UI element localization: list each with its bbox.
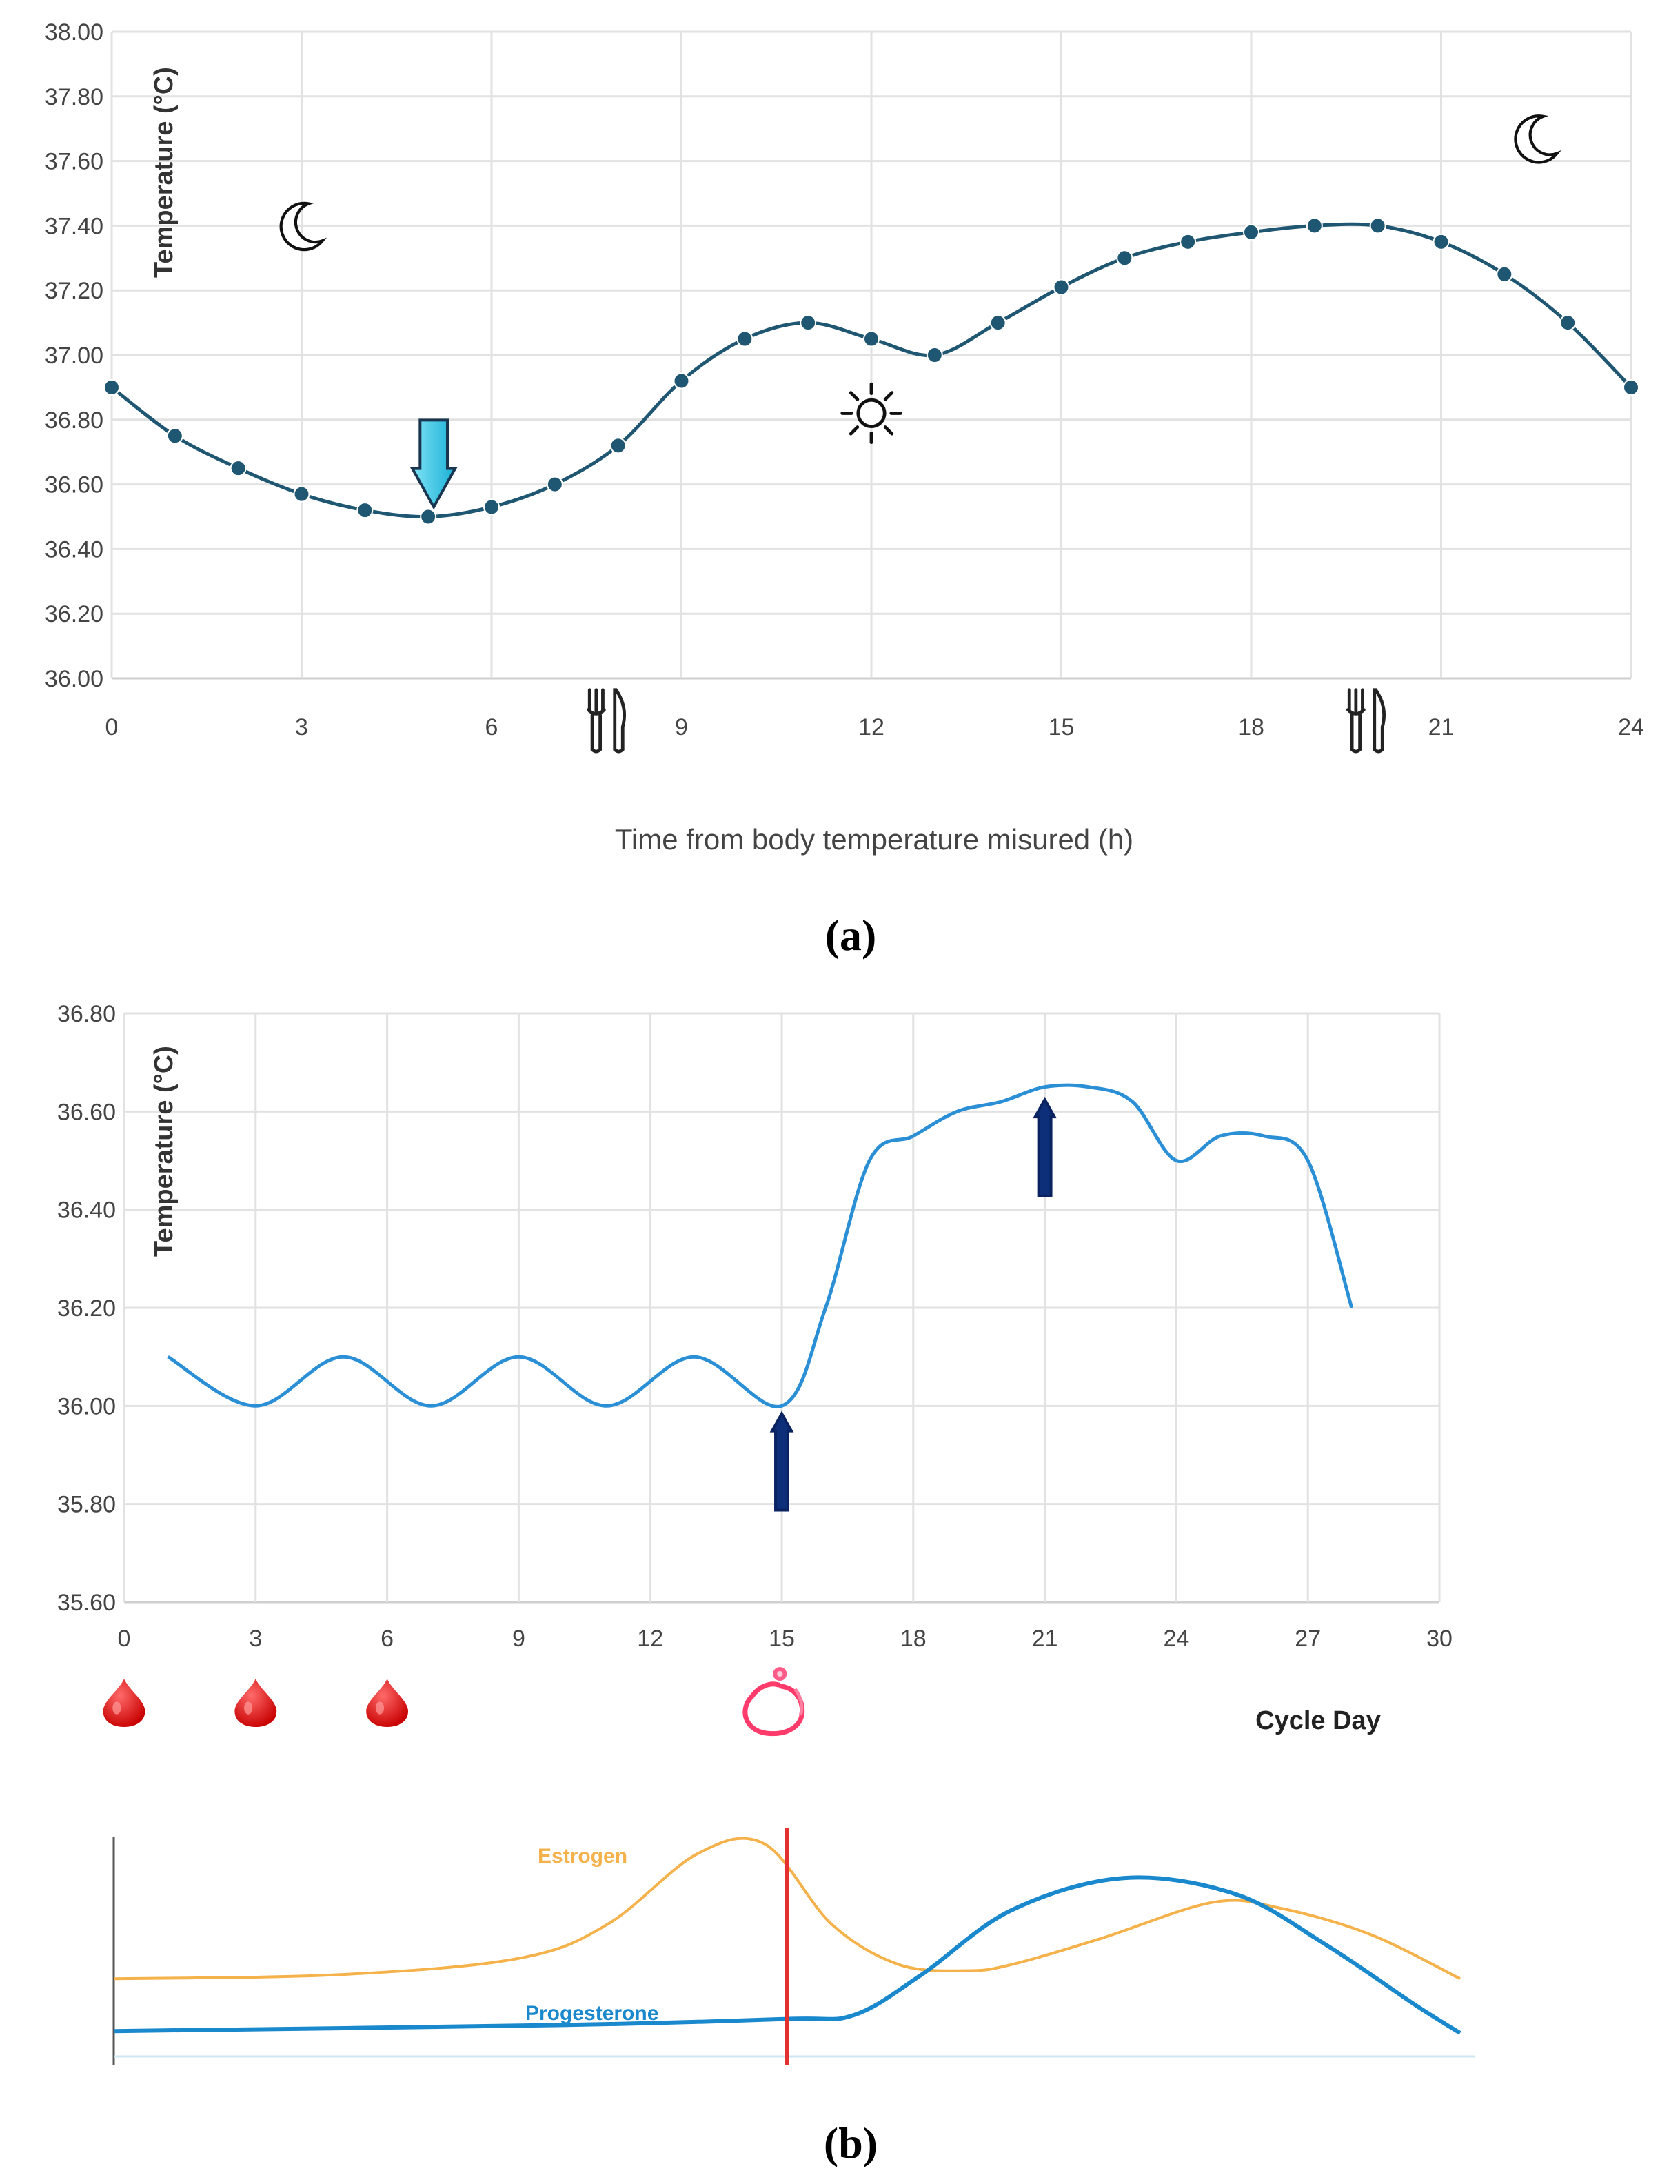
- x-tick-label: 0: [105, 714, 119, 740]
- x-tick-label: 3: [295, 714, 308, 740]
- chart-b-grid: [123, 1012, 1441, 1604]
- progesterone-line: [113, 1875, 1461, 2035]
- y-tick-label: 36.40: [57, 1197, 116, 1224]
- x-tick-label: 18: [1238, 714, 1264, 740]
- chart-a-y-ticks: 36.00 36.20 36.40 36.60 36.80 37.00 37.20 37.40…: [45, 19, 103, 692]
- x-tick-label: 0: [118, 1626, 131, 1652]
- blood-drop-icon: [234, 1679, 277, 1727]
- y-tick-label: 37.20: [45, 278, 103, 304]
- estrogen-label: Estrogen: [538, 1845, 627, 1868]
- chart-a-annotations: [281, 116, 1557, 751]
- data-point: [356, 502, 374, 519]
- y-tick-label: 36.20: [45, 601, 103, 627]
- data-point: [103, 378, 120, 396]
- data-point: [1306, 217, 1323, 234]
- blood-drop-icon: [103, 1679, 145, 1727]
- x-tick-label: 18: [900, 1626, 927, 1652]
- x-tick-label: 15: [769, 1626, 795, 1652]
- data-point: [546, 476, 563, 493]
- down-arrow-icon: [409, 418, 458, 510]
- chart-b: 35.60 35.80 36.00 36.20 36.40 36.60 36.80 0 3 6 9…: [57, 1001, 1453, 1735]
- y-tick-label: 36.60: [57, 1099, 116, 1125]
- chart-a-x-axis-title: Time from body temperature misured (h): [615, 823, 1133, 856]
- data-point: [800, 314, 817, 332]
- chart-a-x-ticks: 0 3 6 9 12 15 18 21 24: [105, 714, 1644, 740]
- x-tick-label: 6: [381, 1626, 394, 1652]
- x-tick-label: 15: [1049, 714, 1075, 740]
- y-tick-label: 35.60: [57, 1590, 116, 1616]
- y-tick-label: 38.00: [45, 19, 103, 46]
- x-tick-label: 12: [637, 1626, 663, 1652]
- y-tick-label: 37.40: [45, 213, 103, 239]
- y-tick-label: 35.80: [57, 1492, 116, 1518]
- data-point: [1623, 378, 1639, 396]
- y-tick-label: 36.40: [45, 536, 103, 563]
- y-tick-label: 36.80: [45, 407, 103, 434]
- panel-label-a: (a): [825, 911, 877, 960]
- ovulation-egg-icon: [745, 1667, 802, 1734]
- data-point: [1433, 233, 1450, 250]
- x-tick-label: 9: [512, 1626, 525, 1652]
- x-tick-label: 27: [1295, 1626, 1321, 1652]
- data-point: [673, 372, 690, 390]
- data-point: [863, 330, 880, 347]
- y-tick-label: 36.00: [57, 1393, 116, 1419]
- y-tick-label: 36.20: [57, 1295, 116, 1322]
- y-tick-label: 36.00: [45, 666, 103, 692]
- x-tick-label: 21: [1032, 1626, 1058, 1652]
- chart-hormones: Estrogen Progesterone (b): [112, 1828, 1475, 2167]
- data-point: [230, 460, 247, 477]
- y-tick-label: 37.00: [45, 343, 103, 369]
- blood-drop-icon: [366, 1679, 408, 1727]
- sun-icon: [842, 384, 900, 442]
- data-point: [1369, 217, 1386, 234]
- data-point: [736, 330, 753, 347]
- chart-a-points: [103, 217, 1639, 525]
- chart-b-x-axis-title: Cycle Day: [1255, 1706, 1381, 1735]
- x-tick-label: 3: [249, 1626, 262, 1652]
- data-point: [1180, 233, 1197, 250]
- panel-label-b: (b): [824, 2119, 878, 2167]
- y-tick-label: 36.60: [45, 472, 103, 498]
- data-point: [293, 485, 310, 503]
- x-tick-label: 9: [675, 714, 688, 740]
- chart-b-y-ticks: 35.60 35.80 36.00 36.20 36.40 36.60 36.80: [57, 1001, 116, 1616]
- data-point: [166, 427, 183, 445]
- x-tick-label: 21: [1428, 714, 1455, 740]
- x-tick-label: 30: [1426, 1626, 1453, 1652]
- chart-b-y-axis-title: Temperature (°C): [150, 1046, 179, 1257]
- data-point: [609, 437, 627, 454]
- fork-knife-icon: [1348, 690, 1384, 751]
- moon-icon: [1515, 116, 1557, 162]
- data-point: [483, 498, 500, 516]
- data-point: [1053, 279, 1070, 296]
- data-point: [1243, 223, 1259, 241]
- up-arrow-icon: [769, 1410, 794, 1512]
- y-tick-label: 36.80: [57, 1001, 116, 1027]
- progesterone-label: Progesterone: [525, 2002, 658, 2025]
- data-point: [926, 347, 943, 363]
- chart-a-y-axis-title: Temperature (°C): [150, 67, 179, 278]
- up-arrow-icon: [1033, 1096, 1057, 1197]
- chart-b-x-ticks: 0 3 6 9 12 15 18 21 24 27 30: [118, 1626, 1453, 1652]
- fork-knife-icon: [588, 690, 624, 751]
- x-tick-label: 24: [1618, 714, 1644, 740]
- chart-b-series-line: [167, 1083, 1354, 1408]
- data-point: [420, 508, 437, 525]
- chart-a: 36.00 36.20 36.40 36.60 36.80 37.00 37.20 37.40…: [45, 19, 1644, 960]
- data-point: [1559, 314, 1577, 332]
- data-point: [989, 314, 1006, 332]
- x-tick-label: 24: [1163, 1626, 1189, 1652]
- data-point: [1496, 265, 1513, 283]
- x-tick-label: 12: [858, 714, 884, 740]
- chart-a-grid: [110, 30, 1632, 680]
- x-tick-label: 6: [485, 714, 498, 740]
- y-tick-label: 37.60: [45, 149, 103, 175]
- y-tick-label: 37.80: [45, 84, 103, 110]
- data-point: [1116, 250, 1133, 267]
- chart-b-annotations: [103, 1096, 1057, 1734]
